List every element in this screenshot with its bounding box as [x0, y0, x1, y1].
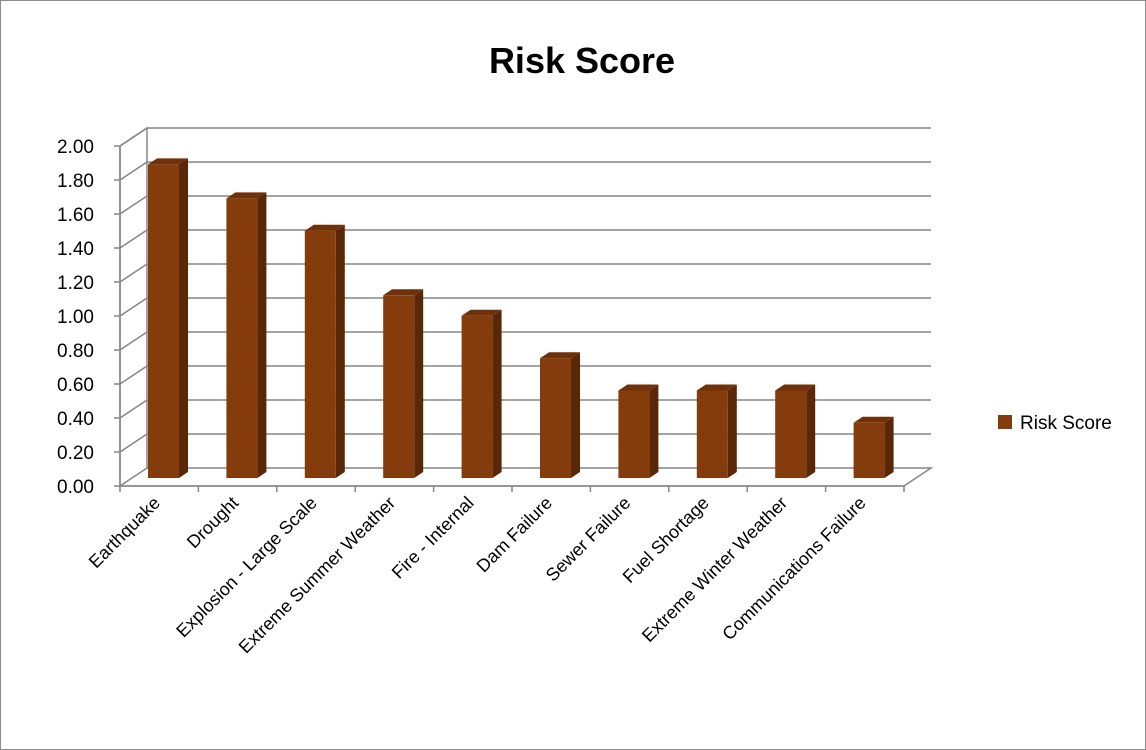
bar: [304, 224, 345, 478]
bar-top: [148, 158, 188, 165]
gridline: [119, 297, 931, 317]
bar-top: [618, 384, 659, 391]
category-label: Extreme Summer Weather: [235, 493, 400, 658]
bar: [461, 309, 502, 478]
category-label: Dam Failure: [473, 493, 556, 576]
y-tick-label: 1.60: [57, 205, 94, 226]
legend-swatch: [998, 415, 1012, 429]
bar-top: [696, 384, 737, 391]
category-label: Explosion - Large Scale: [172, 493, 321, 642]
category-label: Earthquake: [85, 493, 164, 572]
y-tick-label: 1.00: [57, 307, 94, 328]
legend-label: Risk Score: [1020, 413, 1112, 434]
gridline: [119, 229, 931, 249]
gridline: [119, 127, 931, 147]
bar: [618, 384, 659, 478]
y-tick-label: 1.20: [57, 273, 94, 294]
y-tick-label: 0.00: [57, 477, 94, 498]
bar: [226, 192, 267, 478]
category-label: Extreme Winter Weather: [638, 493, 791, 646]
bar-front: [383, 295, 415, 478]
gridline: [119, 399, 931, 419]
gridline: [119, 161, 931, 181]
gridline: [119, 195, 931, 215]
y-tick-label: 1.80: [57, 171, 94, 192]
bar-front: [696, 390, 728, 478]
bar-front: [304, 230, 336, 478]
bar-front: [540, 358, 571, 478]
category-label: Fire - Internal: [388, 493, 478, 583]
y-tick-label: 0.20: [57, 443, 94, 464]
bar-side: [806, 384, 816, 478]
y-tick-label: 1.40: [57, 239, 94, 260]
category-label: Drought: [183, 493, 242, 552]
bar-front: [461, 315, 493, 478]
bar-front: [148, 164, 179, 478]
gridline: [119, 263, 931, 283]
bar-side: [257, 192, 267, 478]
bar-side: [335, 224, 345, 478]
legend: Risk Score: [998, 413, 1112, 434]
bar: [775, 384, 816, 478]
bar-front: [775, 390, 807, 478]
bar-side: [179, 158, 188, 478]
bars: [148, 158, 894, 478]
bar-top: [540, 352, 580, 359]
bar-side: [884, 416, 894, 478]
bar-side: [492, 309, 502, 478]
bar-top: [383, 289, 424, 296]
bar-side: [414, 289, 424, 478]
bar: [383, 289, 424, 478]
bar: [853, 416, 894, 478]
y-tick-label: 0.60: [57, 375, 94, 396]
gridline: [119, 365, 931, 385]
bar-front: [853, 422, 885, 478]
bar-top: [226, 192, 267, 199]
bar-side: [649, 384, 659, 478]
bar-top: [304, 224, 345, 231]
bar-top: [461, 309, 502, 316]
bar-top: [853, 416, 894, 423]
gridlines: [119, 127, 931, 453]
y-tick-label: 0.40: [57, 409, 94, 430]
gridline: [119, 331, 931, 351]
gridline: [119, 433, 931, 453]
bar: [540, 352, 580, 478]
bar-side: [727, 384, 737, 478]
y-axis-ticks: 0.00 0.20 0.40 0.60 0.80 1.00 1.20 1.40 1.60 1.80…: [57, 137, 120, 498]
bar-front: [618, 390, 650, 478]
bar-front: [226, 198, 258, 478]
chart-title: Risk Score: [489, 40, 675, 81]
category-label: Communications Failure: [718, 493, 869, 644]
y-tick-label: 2.00: [57, 137, 94, 158]
bar: [148, 158, 188, 478]
bar-top: [775, 384, 816, 391]
bar: [696, 384, 737, 478]
y-tick-label: 0.80: [57, 341, 94, 362]
bar-side: [571, 352, 580, 478]
